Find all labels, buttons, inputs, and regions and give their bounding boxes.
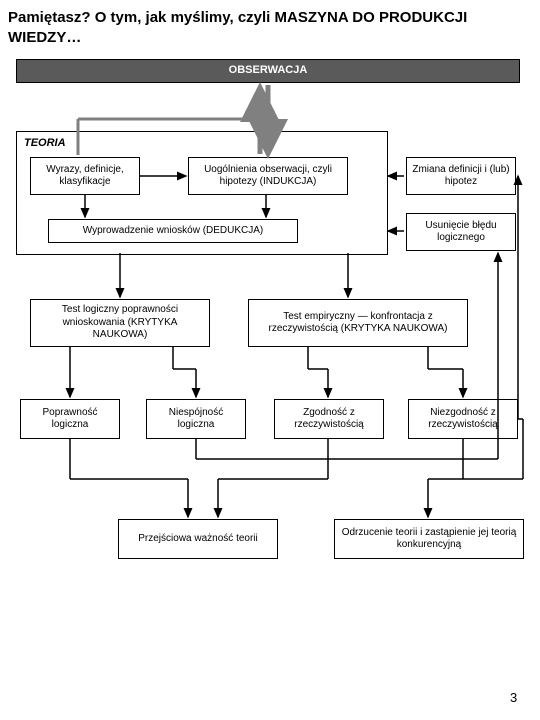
node-zgod: Zgodność z rzeczywistością xyxy=(274,399,384,439)
node-test-emp: Test empiryczny — konfrontacja z rzeczyw… xyxy=(248,299,468,347)
node-odrzucenie: Odrzucenie teorii i zastąpienie jej teor… xyxy=(334,519,524,559)
node-uogolnienia: Uogólnienia obserwacji, czyli hipotezy (… xyxy=(188,157,348,195)
node-popr-log: Poprawność logiczna xyxy=(20,399,120,439)
label-teoria: TEORIA xyxy=(24,137,66,149)
node-wyrazy: Wyrazy, definicje, klasyfikacje xyxy=(30,157,140,195)
page-title: Pamiętasz? O tym, jak myślimy, czyli MAS… xyxy=(8,8,532,47)
node-niezgod: Niezgodność z rzeczywistością xyxy=(408,399,518,439)
node-zmiana: Zmiana definicji i (lub) hipotez xyxy=(406,157,516,195)
flowchart: OBSERWACJA TEORIA Wyrazy, definicje, kla… xyxy=(8,59,528,679)
node-usuniecie: Usunięcie błędu logicznego xyxy=(406,213,516,251)
node-wyprowadzenie: Wyprowadzenie wniosków (DEDUKCJA) xyxy=(48,219,298,243)
node-przejsciowa: Przejściowa ważność teorii xyxy=(118,519,278,559)
node-niesp-log: Niespójność logiczna xyxy=(146,399,246,439)
page-number: 3 xyxy=(510,690,517,705)
node-obserwacja: OBSERWACJA xyxy=(16,59,520,83)
node-test-log: Test logiczny poprawności wnioskowania (… xyxy=(30,299,210,347)
